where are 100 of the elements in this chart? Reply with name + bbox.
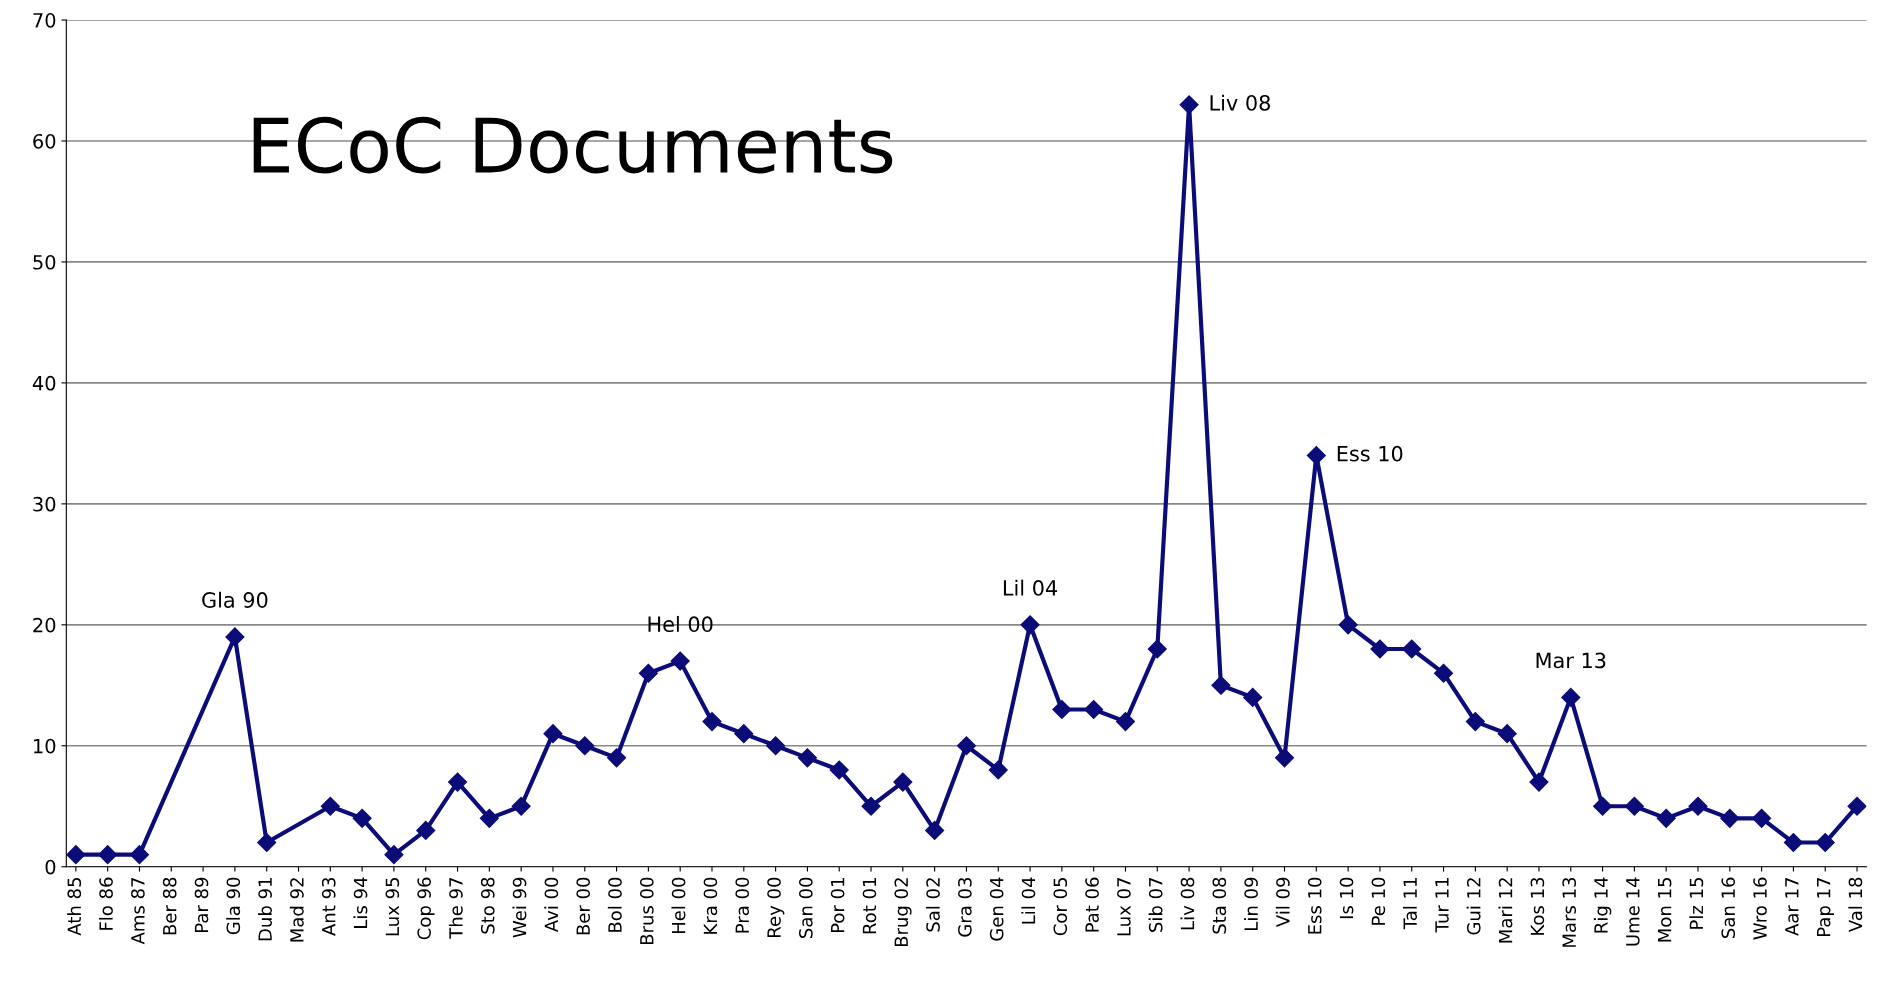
x-tick-label: Wro 16	[1753, 877, 1767, 940]
text: ECoC Documents	[253, 116, 893, 174]
annotation: Gla 90	[202, 591, 268, 608]
x-tick-label: Gen 04	[989, 877, 1004, 941]
x-tick-label: Ess 10	[1307, 877, 1322, 934]
x-tick-label: Mon 15	[1658, 878, 1672, 942]
point	[66, 845, 86, 865]
x-tick-label: Mari 12	[1498, 878, 1513, 943]
point	[1497, 724, 1517, 744]
point	[257, 833, 277, 853]
x-tick-label: San 16	[1721, 877, 1736, 938]
x-tick-label: The 97	[448, 877, 463, 939]
point	[1338, 615, 1358, 635]
x-tick-label: Tal 11	[1403, 878, 1417, 930]
x-tick-label: Par 89	[194, 877, 209, 932]
x-tick-label: Dub 91	[257, 878, 272, 941]
point	[1084, 699, 1104, 720]
x-tick-label: Lux 07	[1117, 878, 1131, 936]
point	[1561, 687, 1581, 707]
x-tick-label: Rig 14	[1593, 877, 1612, 933]
x-tick-label: Ams 87	[131, 877, 145, 945]
point	[797, 748, 817, 768]
x-tick-label: Ant 93	[321, 877, 336, 936]
point	[511, 796, 531, 816]
x-tick-label: Rey 00	[767, 877, 785, 937]
x-tick-label: Aar 17	[1785, 877, 1799, 936]
x-tick-label: Pe 10	[1371, 877, 1386, 925]
x-tick-label: Avi 00	[544, 877, 559, 933]
x-tick-label: Brug 02	[894, 878, 912, 947]
x-tick-label: Mad 92	[289, 878, 304, 942]
point	[1752, 808, 1772, 828]
x-tick-label: Por 01	[830, 878, 845, 933]
y-tick-label: 0	[45, 859, 56, 875]
y-tick-label: 30	[33, 496, 56, 512]
x-tick-label: Gra 03	[958, 877, 972, 937]
point	[225, 627, 245, 647]
point	[129, 845, 150, 865]
point	[1243, 687, 1263, 707]
x-tick-label: Ath 85	[67, 878, 82, 936]
point	[1115, 712, 1136, 732]
x-tick-label: Pat 06	[1085, 877, 1099, 932]
point	[670, 651, 690, 671]
point	[988, 760, 1008, 780]
x-tick-label: Wei 99	[512, 877, 527, 938]
point	[1274, 748, 1295, 768]
x-tick-label: Rot 01	[862, 878, 877, 934]
x-tick-label: San 00	[799, 877, 813, 938]
x-tick-label: Kra 00	[703, 877, 718, 934]
x-tick-label: Brus 00	[639, 877, 654, 945]
point	[1179, 95, 1199, 115]
point	[861, 796, 881, 816]
point	[607, 748, 627, 768]
y-tick-label: 70	[33, 13, 56, 28]
point	[1306, 445, 1326, 466]
point	[1434, 663, 1454, 683]
x-tick-label: Liv 08	[1180, 877, 1195, 930]
point	[1402, 639, 1422, 659]
x-tick-label: Flo 86	[98, 877, 113, 930]
point	[1052, 699, 1072, 720]
x-tick-label: Sto 98	[480, 877, 495, 934]
point	[829, 760, 849, 780]
point	[1656, 808, 1676, 828]
point	[734, 724, 754, 744]
point	[766, 736, 786, 756]
x-tick-label: Gui 12	[1466, 878, 1481, 935]
point	[1370, 639, 1390, 659]
x-tick-label: Val 18	[1848, 877, 1863, 933]
point	[1624, 796, 1644, 816]
x-tick-label: Vil 09	[1275, 877, 1290, 927]
point	[925, 820, 945, 840]
point	[956, 736, 976, 756]
x-tick-label: Ber 88	[162, 877, 177, 935]
y-tick-label: 50	[33, 254, 56, 270]
x-tick-label: Gla 90	[226, 877, 241, 935]
point	[448, 772, 468, 792]
point	[893, 772, 913, 792]
point	[1847, 796, 1867, 816]
x-tick-label: Kos 13	[1530, 877, 1545, 935]
annotation: Liv 08	[1210, 94, 1270, 111]
point	[1211, 675, 1231, 695]
point	[1593, 796, 1613, 816]
x-tick-label: Cop 96	[417, 877, 435, 940]
point	[98, 845, 118, 865]
x-tick-label: Pap 17	[1817, 878, 1834, 936]
point	[638, 663, 658, 683]
y-tick-label: 20	[33, 617, 56, 633]
point	[1720, 808, 1740, 828]
annotation: Hel 00	[648, 615, 713, 633]
y-tick-label: 40	[32, 375, 56, 391]
point	[384, 845, 404, 865]
x-tick-label: Lil 04	[1021, 877, 1036, 924]
x-tick-label: Bol 00	[607, 877, 622, 932]
x-tick-label: Is 10	[1339, 877, 1354, 919]
x-tick-label: Sta 08	[1212, 877, 1227, 934]
annotation: Mar 13	[1536, 652, 1606, 669]
point	[1147, 639, 1167, 659]
point	[1529, 772, 1549, 792]
y-tick-label: 60	[33, 133, 56, 149]
point	[479, 808, 499, 828]
annotation: Lil 04	[1003, 579, 1058, 596]
